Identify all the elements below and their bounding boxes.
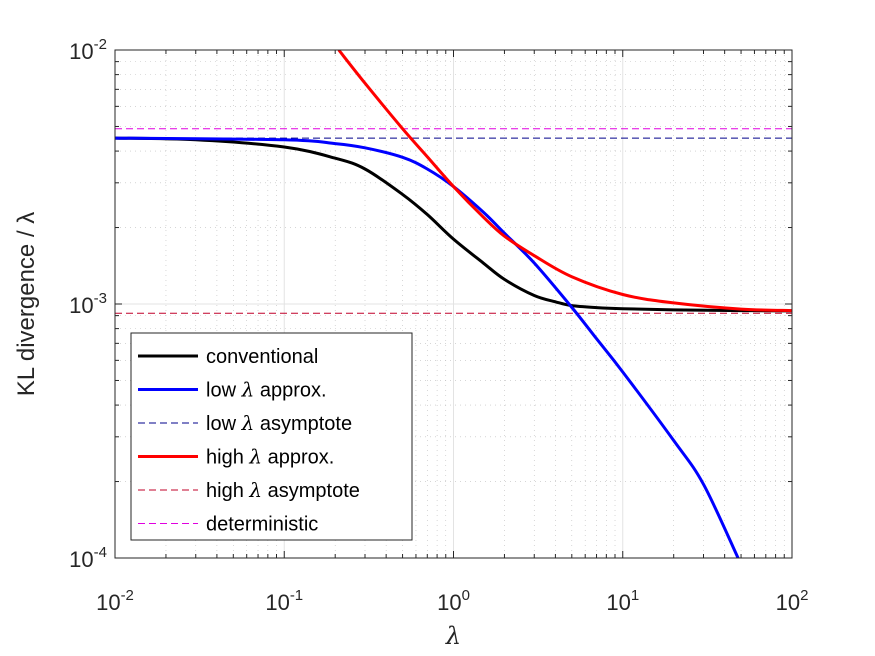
x-tick-label: 10-1: [265, 587, 303, 615]
legend-label-1: low λ approx.: [206, 378, 327, 402]
legend-label-4: high λ asymptote: [206, 478, 360, 502]
series-line-1: [115, 136, 740, 558]
x-tick-label: 101: [606, 587, 639, 615]
legend-label-2: low λ asymptote: [206, 411, 352, 435]
x-tick-label: 102: [776, 587, 809, 615]
y-axis-label: KL divergence / λ: [13, 212, 40, 397]
legend-label-0: conventional: [206, 346, 318, 368]
series-line-3: [337, 50, 792, 313]
axis-ticks: [114, 49, 793, 559]
x-tick-label: 10-2: [96, 587, 134, 615]
y-tick-label: 10-2: [69, 36, 107, 64]
legend-box: [130, 332, 413, 541]
y-tick-label: 10-4: [69, 544, 107, 572]
x-axis-label: λ: [445, 622, 461, 650]
series-layer: [115, 50, 792, 558]
legend-label-3: high λ approx.: [206, 445, 334, 469]
tick-labels: 10-2 10-1 100 101 102 10-4 10-3 10-2: [69, 36, 808, 615]
x-tick-label: 100: [437, 587, 470, 615]
legend-label-5: deterministic: [206, 514, 318, 536]
series-line-0: [115, 136, 792, 313]
legend: conventional low λ approx. low λ asymptote…: [130, 332, 413, 541]
y-tick-label: 10-3: [69, 290, 107, 318]
